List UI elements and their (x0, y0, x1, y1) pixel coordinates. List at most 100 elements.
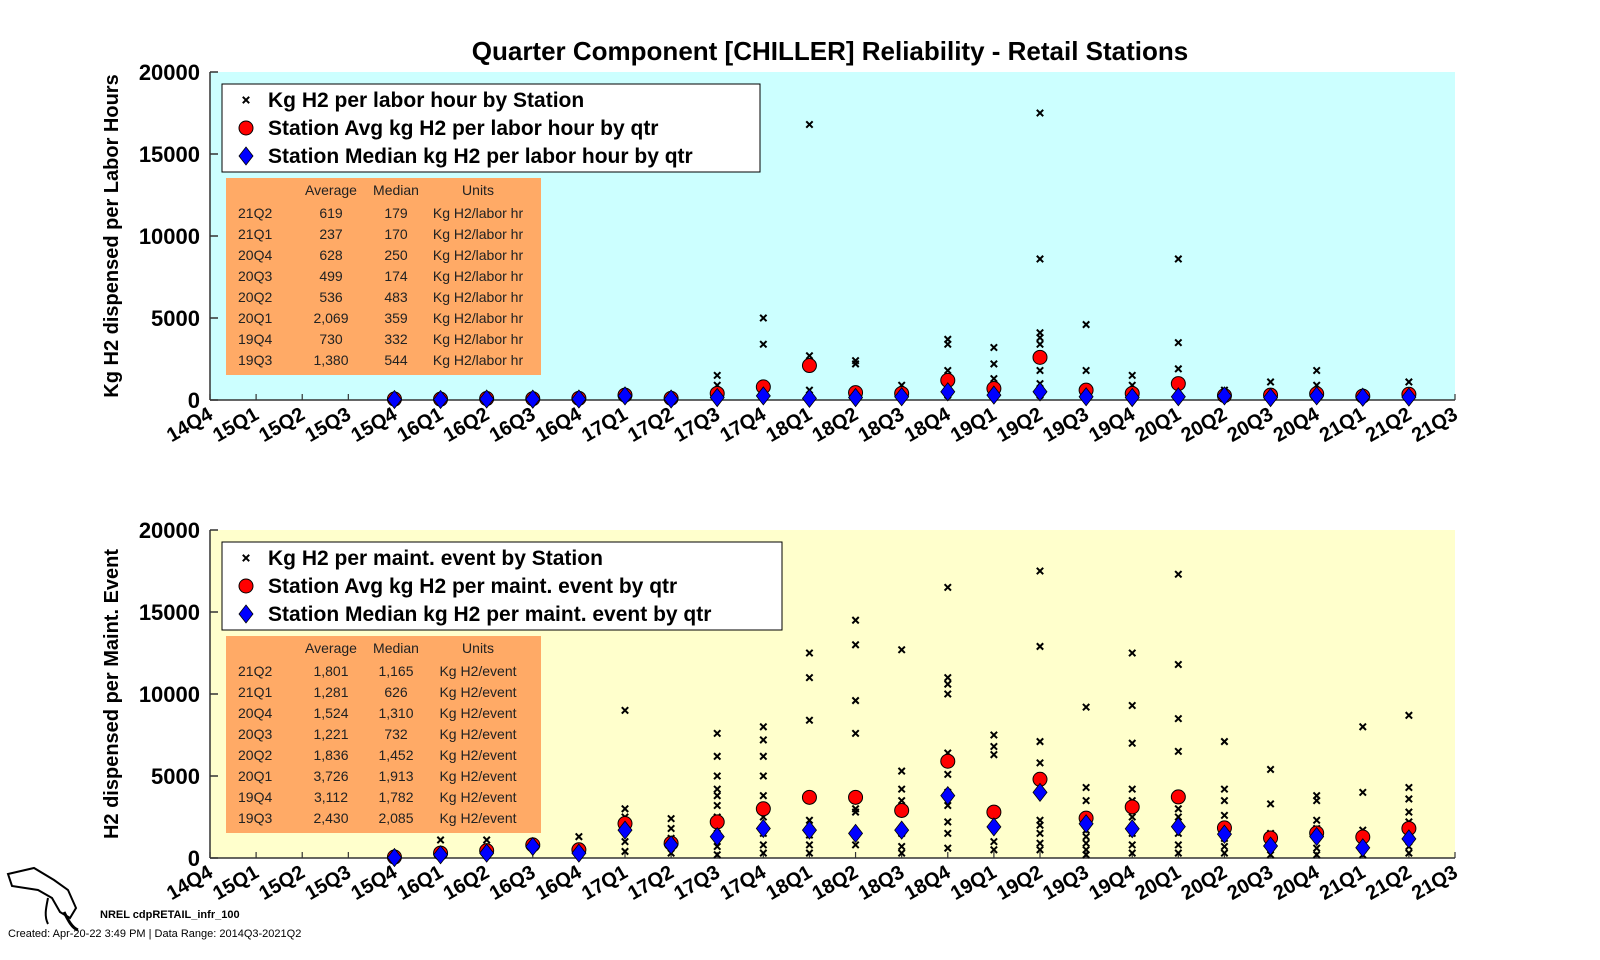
x-tick-label: 19Q4 (1085, 403, 1139, 447)
station-point (897, 849, 906, 857)
station-point (1404, 849, 1413, 857)
x-tick-label: 20Q4 (1270, 861, 1324, 905)
table-cell: Kg H2/labor hr (433, 226, 524, 242)
avg-point (940, 753, 956, 769)
station-point (621, 837, 629, 846)
median-point (1401, 829, 1417, 849)
x-tick-label: 16Q1 (394, 403, 447, 447)
station-point (1220, 811, 1229, 820)
station-point (1036, 816, 1044, 825)
table-cell: 21Q2 (238, 663, 272, 679)
table-cell: 20Q2 (238, 747, 272, 763)
x-tick-label: 18Q4 (901, 861, 955, 905)
x-tick-label: 18Q3 (855, 861, 908, 905)
table-header: Units (462, 640, 494, 656)
station-point (667, 814, 676, 823)
footer-created: Created: Apr-20-22 3:49 PM | Data Range:… (8, 928, 301, 940)
legend-marker-avg (238, 120, 254, 136)
station-point (1082, 366, 1091, 375)
legend-label: Kg H2 per maint. event by Station (268, 547, 603, 570)
station-point (805, 716, 814, 725)
station-point (851, 696, 860, 705)
table-cell: 21Q1 (238, 226, 272, 242)
station-point (1128, 739, 1137, 748)
median-point (386, 847, 402, 868)
median-point (1170, 387, 1186, 407)
table-cell: 20Q3 (238, 268, 272, 284)
station-point (1266, 378, 1275, 386)
station-point (989, 742, 998, 751)
station-point (897, 842, 906, 851)
station-point (1220, 785, 1229, 794)
legend-box (221, 83, 761, 173)
x-tick-label: 18Q2 (809, 861, 862, 905)
station-point (1036, 829, 1044, 838)
x-tick-label: 19Q4 (1085, 861, 1139, 905)
station-point (1036, 737, 1044, 746)
median-point (663, 389, 679, 409)
station-point (1312, 366, 1321, 375)
station-point (897, 645, 906, 654)
table-cell: 1,281 (313, 684, 348, 700)
legend-box (221, 541, 783, 631)
station-point (759, 736, 768, 744)
median-point (894, 820, 910, 840)
station-point (1358, 722, 1367, 731)
x-tick-label: 16Q1 (394, 861, 447, 905)
station-point (1312, 850, 1321, 859)
median-point (801, 820, 817, 840)
table-header: Units (462, 182, 494, 198)
station-point (436, 836, 445, 844)
station-point (989, 360, 998, 368)
x-tick-label: 16Q2 (440, 403, 493, 447)
table-cell: Kg H2/event (439, 789, 516, 805)
legend-marker-median (238, 604, 254, 624)
median-point (755, 818, 771, 839)
median-point (1309, 826, 1325, 847)
station-point (1404, 808, 1413, 816)
x-tick-label: 15Q4 (348, 861, 402, 905)
x-tick-label: 15Q4 (348, 403, 402, 447)
table-cell: 1,310 (378, 705, 413, 721)
median-point (709, 827, 725, 847)
median-point (386, 389, 402, 410)
station-point (1404, 795, 1413, 803)
x-tick-label: 15Q1 (209, 403, 262, 447)
x-tick-label: 20Q1 (1131, 403, 1184, 447)
station-point (943, 844, 952, 853)
station-point (943, 770, 952, 779)
legend-marker-median (238, 146, 254, 166)
station-point (1404, 783, 1413, 792)
footer: NREL cdpRETAIL_infr_100 Created: Apr-20-… (6, 866, 301, 940)
median-point (479, 389, 495, 409)
station-point (1036, 758, 1044, 767)
station-point (1174, 660, 1183, 669)
table-header: Median (373, 182, 419, 198)
table-cell: Kg H2/labor hr (433, 310, 524, 326)
station-point (1128, 649, 1137, 657)
summary-table-bg (226, 636, 541, 833)
footer-logo-label: NREL cdpRETAIL_infr_100 (100, 909, 240, 921)
x-tick-label: 15Q3 (301, 403, 354, 447)
station-point (1082, 703, 1091, 712)
table-cell: 628 (319, 247, 343, 263)
table-cell: Kg H2/labor hr (433, 352, 524, 368)
station-point (989, 731, 998, 739)
station-point (1174, 849, 1183, 857)
table-cell: 237 (319, 226, 343, 242)
table-cell: Kg H2/event (439, 663, 516, 679)
avg-point (986, 804, 1002, 820)
legend-marker-station (242, 554, 250, 562)
table-cell: 536 (319, 289, 343, 305)
table-cell: 2,430 (313, 810, 348, 826)
x-tick-label: 21Q2 (1362, 403, 1415, 447)
median-point (801, 388, 817, 409)
station-point (621, 804, 629, 813)
station-point (897, 796, 906, 805)
avg-point (1124, 799, 1140, 815)
y-tick-label: 5000 (151, 764, 200, 789)
table-cell: 20Q2 (238, 289, 272, 305)
summary-table: Average Median Units 21Q2 619 179 Kg H2/labor … (226, 178, 541, 375)
x-tick-label: 15Q2 (255, 403, 308, 447)
station-point (1404, 378, 1413, 386)
